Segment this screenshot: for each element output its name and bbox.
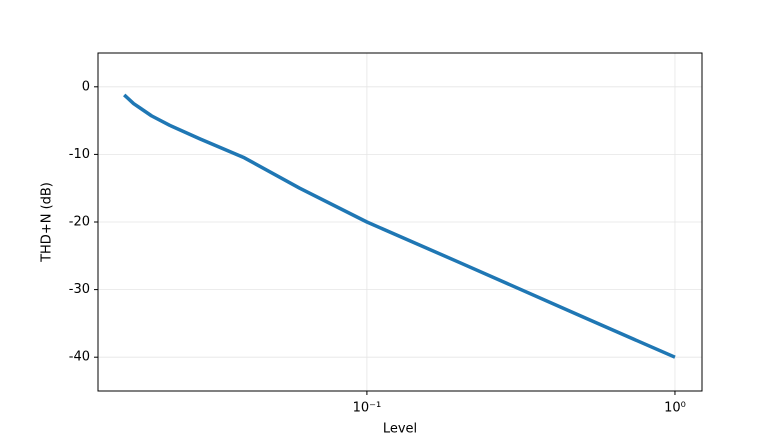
x-axis-label: Level bbox=[383, 422, 417, 437]
y-tick-label: 0 bbox=[82, 79, 90, 94]
data-line bbox=[123, 93, 676, 359]
y-tick-label: -20 bbox=[69, 215, 90, 230]
y-tick-label: -40 bbox=[69, 350, 90, 365]
x-tick-label: 10⁰ bbox=[664, 401, 686, 416]
x-tick-label: 10⁻¹ bbox=[353, 401, 382, 416]
y-tick-label: -30 bbox=[69, 282, 90, 297]
y-tick-label: -10 bbox=[69, 147, 90, 162]
y-axis-label: THD+N (dB) bbox=[40, 182, 55, 263]
plot-frame bbox=[97, 52, 703, 392]
